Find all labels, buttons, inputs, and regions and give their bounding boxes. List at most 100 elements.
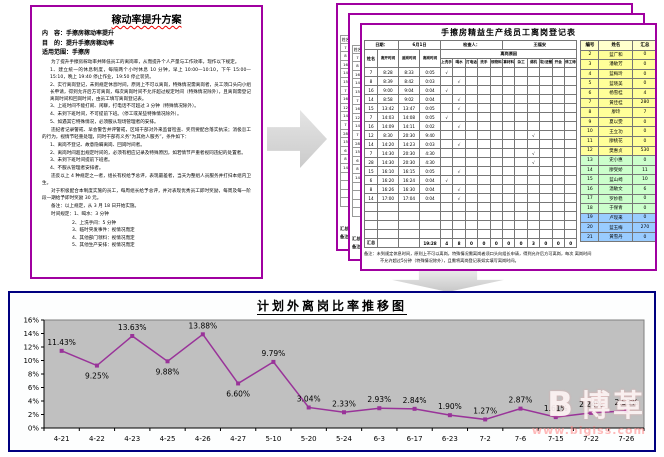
- reason-check-cell: [440, 193, 454, 203]
- register-cell: [464, 211, 479, 221]
- reason-check-cell: [440, 76, 454, 86]
- register-cell: [563, 202, 578, 212]
- summary-row: 17 罗妙稳 0: [580, 193, 655, 205]
- summary-total: 0: [632, 116, 655, 128]
- reason-check-cell: [501, 121, 516, 131]
- x-tick-label: 7-26: [618, 435, 634, 443]
- reason-check-cell: [477, 85, 491, 95]
- data-label: 3.04%: [297, 394, 321, 403]
- reason-check-cell: [477, 166, 491, 176]
- register-cell: [364, 220, 378, 230]
- reason-check-cell: [526, 103, 541, 113]
- reason-check-cell: [464, 103, 479, 113]
- register-cell: [419, 229, 442, 239]
- summary-no: 8: [580, 107, 600, 118]
- summary-name: 罗妙稳: [598, 193, 634, 205]
- register-cell: 7: [364, 67, 378, 77]
- register-cell: 9:40: [419, 130, 442, 140]
- doc-time-rule: 5、其他生产安排：视情况而定: [72, 243, 135, 249]
- reason-check-cell: [452, 148, 466, 158]
- x-tick-label: 4-22: [89, 435, 105, 443]
- summary-row: 10 王立功 0: [580, 126, 655, 137]
- total-count: 0: [514, 238, 528, 248]
- data-label: 1.27%: [473, 406, 497, 415]
- inspector-value: 王福安: [502, 40, 578, 50]
- reason-check-cell: [514, 121, 528, 131]
- doc-meta-value: 手擦房: [72, 49, 91, 57]
- summary-row: 16 温敏文 6: [580, 183, 655, 195]
- x-tick-label: 4-25: [160, 435, 176, 443]
- register-cell: 9:02: [398, 94, 421, 104]
- reason-check-cell: [501, 94, 516, 104]
- register-row: 8 16:26 16:30 0:04 √: [364, 184, 578, 194]
- reason-check-cell: [501, 67, 516, 77]
- register-cell: 8:58: [376, 94, 400, 104]
- register-cell: [398, 211, 421, 221]
- register-cell: 14:30: [376, 148, 400, 158]
- summary-total: 0: [632, 231, 655, 243]
- doc-penalty-intro: 违纪者记录警戒、早会警告并评警戒，区域干部对外来监督检查、奖罚要配合落实执法；消…: [42, 127, 251, 140]
- register-cell: 12: [364, 130, 378, 140]
- register-cell: 8: [364, 184, 378, 194]
- reason-check-cell: [477, 112, 491, 122]
- reason-check-cell: [489, 76, 504, 86]
- reason-check-cell: √: [452, 166, 466, 176]
- reason-check-cell: √: [452, 76, 466, 86]
- summary-no: 10: [580, 126, 600, 137]
- summary-total: 530: [632, 145, 655, 157]
- data-point: [342, 410, 346, 415]
- doc-paragraph: 违反以上 4 种规定之一者，组长有权给予总评，表现最差者，当天为整组人员服务并打…: [42, 173, 251, 187]
- summary-no: 15: [580, 174, 600, 185]
- reason-check-cell: [526, 175, 541, 185]
- register-cell: 0:05: [419, 103, 442, 113]
- register-cell: 14:20: [376, 139, 400, 149]
- register-cell: 14:23: [398, 139, 421, 149]
- reason-check-cell: [501, 157, 516, 167]
- register-cell: [398, 202, 421, 212]
- reason-check-cell: [452, 175, 466, 185]
- reason-check-cell: √: [452, 193, 466, 203]
- register-cell: 16:20: [376, 175, 400, 185]
- register-cell: 4:30: [419, 157, 442, 167]
- y-tick-label: 2%: [28, 411, 39, 419]
- reason-check-cell: [464, 139, 479, 149]
- register-cell: 0:04: [419, 193, 442, 203]
- register-cell: 6: [364, 175, 378, 185]
- register-cell: 14:03: [376, 112, 400, 122]
- register-cell: 4:30: [419, 148, 442, 158]
- register-cell: 16: [364, 121, 378, 131]
- reason-check-cell: [489, 193, 504, 203]
- reason-check-cell: [464, 67, 479, 77]
- register-row: 12 8:30 20:30 9:40 √: [364, 130, 578, 140]
- total-count: 0: [489, 238, 504, 248]
- register-cell: [489, 220, 504, 230]
- register-cell: [364, 229, 378, 239]
- register-cell: 8:39: [376, 76, 400, 86]
- register-cell: 16:24: [398, 175, 421, 185]
- reason-check-cell: [551, 121, 565, 131]
- reason-check-cell: [551, 193, 565, 203]
- reason-check-cell: [440, 148, 454, 158]
- x-tick-label: 4-23: [124, 435, 140, 443]
- register-cell: [563, 220, 578, 230]
- register-row: 7 14:30 20:30 4:30 √: [364, 148, 578, 158]
- reason-check-cell: [551, 94, 565, 104]
- reason-col-header: 取/进餐: [539, 58, 553, 68]
- reason-check-cell: [563, 121, 578, 131]
- total-count: 4: [440, 238, 454, 248]
- register-row: 28 14:30 20:30 4:30 √: [364, 157, 578, 167]
- register-cell: 28: [364, 157, 378, 167]
- summary-total: 0: [632, 126, 655, 137]
- register-cell: [477, 211, 491, 221]
- reason-check-cell: [464, 157, 479, 167]
- summary-name: 蓝晓美: [598, 78, 634, 89]
- reason-check-cell: √: [440, 175, 454, 185]
- summary-name: 潘敏芳: [598, 59, 634, 70]
- summary-row: 18 于保青 0: [580, 203, 655, 214]
- register-cell: [452, 211, 466, 221]
- reason-check-cell: [477, 67, 491, 77]
- y-tick-label: 8%: [28, 371, 39, 379]
- reason-check-cell: √: [440, 85, 454, 95]
- date-value: 6月1日: [398, 40, 442, 50]
- reason-check-cell: [514, 94, 528, 104]
